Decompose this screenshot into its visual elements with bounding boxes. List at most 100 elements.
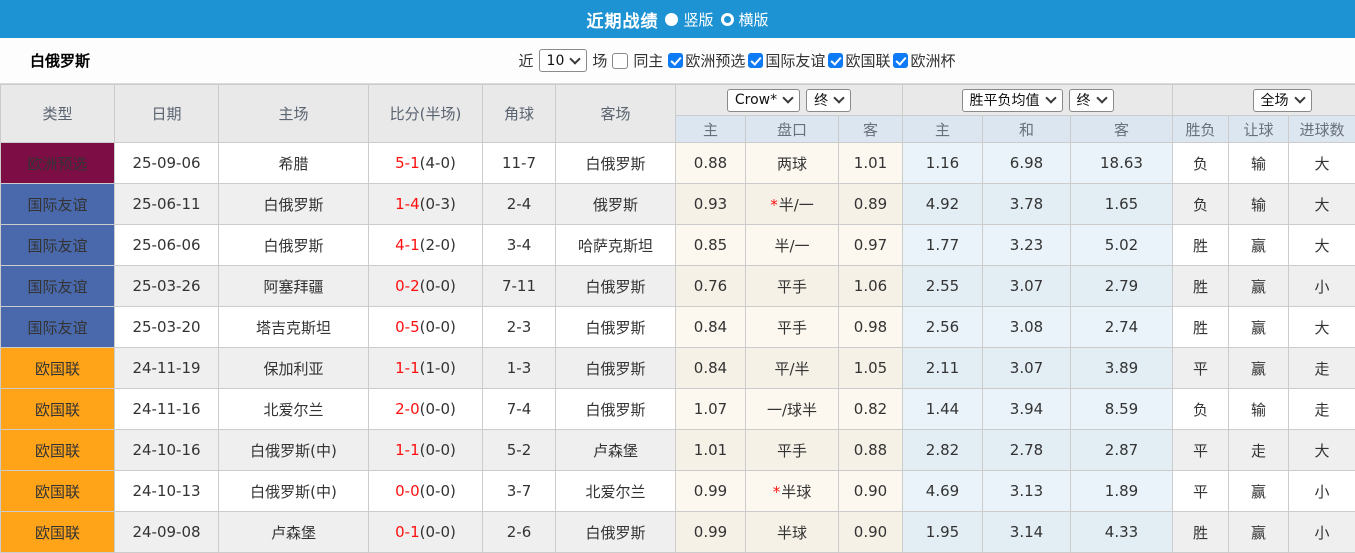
handicap-star: *	[773, 483, 781, 501]
result-wdl: 负	[1173, 389, 1229, 430]
result-handicap: 走	[1229, 430, 1289, 471]
fulltime-score: 0-0	[395, 482, 420, 500]
recent-count-select[interactable]: 10	[539, 49, 588, 72]
match-score: 2-0(0-0)	[369, 389, 483, 430]
corner-score: 3-7	[483, 471, 556, 512]
results-table: 类型 日期 主场 比分(半场) 角球 客场 Crow* 终	[0, 84, 1355, 553]
match-score: 1-1(0-0)	[369, 430, 483, 471]
odds-away: 0.82	[839, 389, 903, 430]
match-score: 0-2(0-0)	[369, 266, 483, 307]
recent-count-value: 10	[547, 53, 565, 69]
fulltime-score: 0-2	[395, 277, 420, 295]
avg-draw-odds: 3.07	[983, 266, 1071, 307]
match-type-badge: 欧国联	[1, 348, 115, 389]
halftime-score: (0-0)	[420, 441, 456, 459]
col-result-goals: 进球数	[1289, 116, 1355, 143]
odds-handicap: 半球	[746, 512, 839, 553]
odds-away: 1.01	[839, 143, 903, 184]
odds-group-header: Crow* 终	[676, 85, 903, 116]
avg-draw-odds: 3.08	[983, 307, 1071, 348]
col-avg-draw: 和	[983, 116, 1071, 143]
bookmaker-select[interactable]: Crow*	[727, 89, 800, 112]
odds-home: 0.99	[676, 471, 746, 512]
away-team: 白俄罗斯	[556, 348, 676, 389]
layout-horizontal-radio[interactable]: 横版	[721, 9, 769, 30]
avg-away-odds: 2.79	[1071, 266, 1173, 307]
odds-period-select[interactable]: 终	[806, 89, 851, 112]
layout-vertical-radio[interactable]: 竖版	[665, 9, 713, 30]
same-home-checkbox[interactable]	[612, 53, 628, 69]
match-date: 24-09-08	[115, 512, 219, 553]
filter-controls: 近 10 场 同主 欧洲预选国际友谊欧国联欧洲杯	[519, 49, 957, 72]
odds-handicap: 平/半	[746, 348, 839, 389]
recent-label: 近	[519, 50, 534, 71]
away-team: 白俄罗斯	[556, 389, 676, 430]
halftime-score: (2-0)	[420, 236, 456, 254]
result-handicap: 赢	[1229, 225, 1289, 266]
match-date: 25-03-26	[115, 266, 219, 307]
odds-handicap: *半/一	[746, 184, 839, 225]
fulltime-score: 0-1	[395, 523, 420, 541]
home-team: 白俄罗斯	[219, 184, 369, 225]
odds-home: 0.99	[676, 512, 746, 553]
home-team: 希腊	[219, 143, 369, 184]
competition-checkbox[interactable]	[668, 53, 683, 68]
home-team: 北爱尔兰	[219, 389, 369, 430]
chevron-down-icon	[1294, 92, 1305, 103]
avg-draw-odds: 3.23	[983, 225, 1071, 266]
odds-handicap: 平手	[746, 266, 839, 307]
odds-home: 1.01	[676, 430, 746, 471]
result-wdl: 胜	[1173, 512, 1229, 553]
col-score: 比分(半场)	[369, 85, 483, 143]
result-wdl: 胜	[1173, 225, 1229, 266]
col-odds-away: 客	[839, 116, 903, 143]
competition-checkbox[interactable]	[828, 53, 843, 68]
avg-away-odds: 18.63	[1071, 143, 1173, 184]
away-team: 卢森堡	[556, 430, 676, 471]
corner-score: 2-6	[483, 512, 556, 553]
competition-checkbox[interactable]	[893, 53, 908, 68]
odds-home: 0.84	[676, 348, 746, 389]
odds-away: 0.97	[839, 225, 903, 266]
avg-home-odds: 2.56	[903, 307, 983, 348]
scope-select[interactable]: 全场	[1253, 89, 1312, 112]
match-date: 25-09-06	[115, 143, 219, 184]
fulltime-score: 1-1	[395, 441, 420, 459]
avg-draw-odds: 3.14	[983, 512, 1071, 553]
result-wdl: 平	[1173, 471, 1229, 512]
odds-away: 0.90	[839, 471, 903, 512]
chevron-down-icon	[570, 53, 581, 64]
match-type-badge: 欧国联	[1, 512, 115, 553]
away-team: 白俄罗斯	[556, 266, 676, 307]
away-team: 白俄罗斯	[556, 143, 676, 184]
away-team: 白俄罗斯	[556, 307, 676, 348]
chevron-down-icon	[1096, 92, 1107, 103]
competition-checkbox[interactable]	[748, 53, 763, 68]
result-goals: 小	[1289, 512, 1355, 553]
odds-home: 0.88	[676, 143, 746, 184]
match-type-badge: 欧洲预选	[1, 143, 115, 184]
avg-period-select[interactable]: 终	[1069, 89, 1114, 112]
result-goals: 走	[1289, 348, 1355, 389]
match-date: 24-11-16	[115, 389, 219, 430]
match-type-badge: 欧国联	[1, 430, 115, 471]
result-handicap: 输	[1229, 143, 1289, 184]
col-type: 类型	[1, 85, 115, 143]
avg-type-select[interactable]: 胜平负均值	[962, 89, 1063, 112]
match-date: 24-11-19	[115, 348, 219, 389]
odds-home: 0.76	[676, 266, 746, 307]
bookmaker-select-value: Crow*	[735, 92, 777, 108]
avg-home-odds: 2.55	[903, 266, 983, 307]
result-wdl: 平	[1173, 348, 1229, 389]
away-team: 俄罗斯	[556, 184, 676, 225]
avg-away-odds: 5.02	[1071, 225, 1173, 266]
result-handicap: 赢	[1229, 266, 1289, 307]
avg-home-odds: 1.77	[903, 225, 983, 266]
